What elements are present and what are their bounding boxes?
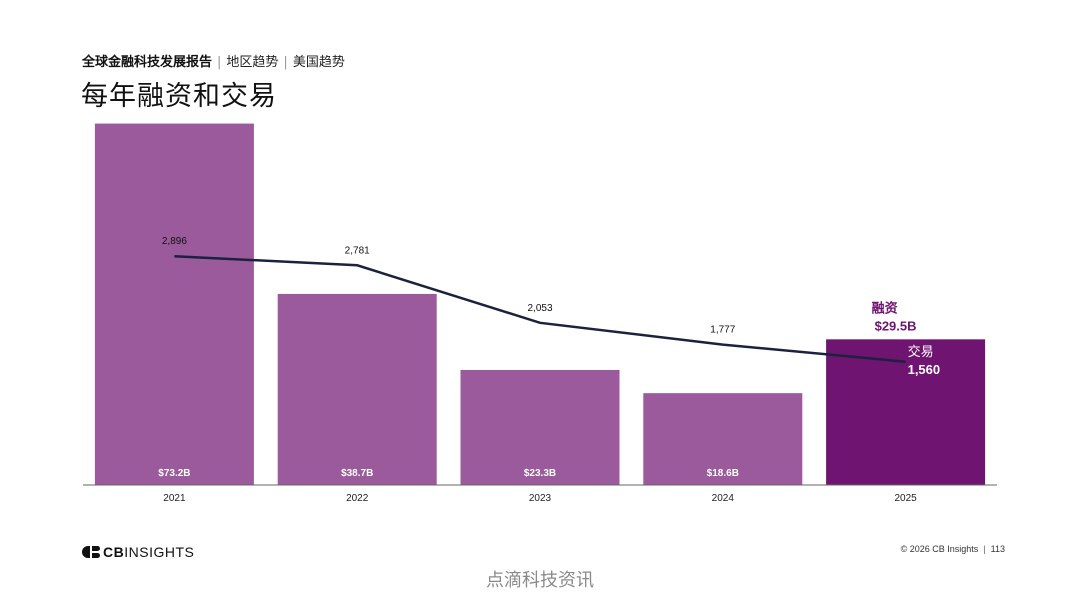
deals-value-label-2024: 1,777 [710,325,735,336]
breadcrumb-separator: | [283,55,288,70]
x-tick-label-2022: 2022 [346,493,369,504]
bar-2025 [826,339,986,485]
watermark: 点滴科技资讯 [486,570,594,591]
bar-value-label-2021: $73.2B [158,468,190,479]
x-tick-label-2024: 2024 [712,493,735,504]
cb-insights-logo: CBINSIGHTS [82,544,195,560]
page-title: 每年融资和交易 [81,81,277,112]
deals-annotation-label: 交易 [908,344,934,359]
x-tick-label-2023: 2023 [529,493,552,504]
deals-line [174,254,906,364]
breadcrumb-report: 全球金融科技发展报告 [82,55,213,70]
bar-2024 [643,393,803,485]
funding-annotation-label: 融资 [872,300,898,315]
footer-copyright: © 2026 CB Insights | 113 [901,544,1005,554]
bar-2023 [460,369,620,485]
logo-text: CBINSIGHTS [103,544,195,560]
funding-annotation-value: $29.5B [875,318,917,333]
deals-value-label-2021: 2,896 [162,236,187,247]
deals-value-label-2023: 2,053 [527,303,552,314]
breadcrumb-separator: | [217,55,222,70]
x-tick-label-2021: 2021 [163,493,186,504]
bar-2022 [277,293,437,485]
bar-2021 [94,123,254,485]
x-tick-label-2025: 2025 [894,493,917,504]
bar-value-label-2022: $38.7B [341,468,373,479]
page-number: 113 [990,544,1005,554]
cb-insights-logo-icon [82,546,100,558]
footer-separator: | [983,544,986,554]
bar-value-label-2024: $18.6B [707,468,739,479]
deals-value-label-2022: 2,781 [345,245,370,256]
copyright-text: © 2026 CB Insights [900,544,979,554]
breadcrumb-subsection: 美国趋势 [292,55,345,70]
breadcrumb-section: 地区趋势 [226,55,279,70]
deals-annotation-value: 1,560 [908,362,941,377]
breadcrumb: 全球金融科技发展报告 | 地区趋势 | 美国趋势 [82,55,345,71]
bar-value-label-2023: $23.3B [524,468,556,479]
